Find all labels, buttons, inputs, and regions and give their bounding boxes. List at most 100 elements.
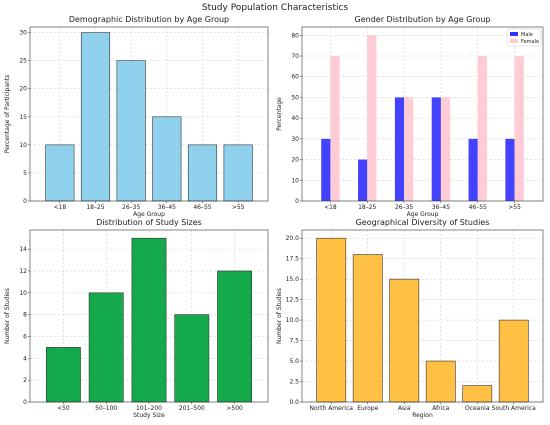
plot-frame [301,229,544,403]
bar-male-3 [431,97,441,201]
x-tick-label: >55 [508,204,521,211]
bar-female-5 [514,56,524,201]
chart-panel-2: 0 10 20 30 40 50 60 70 80 <18 18–25 26–35 36–45 46–55… [276,15,544,218]
y-tick-label: 7.5 [289,338,299,345]
x-tick-label: Europe [357,405,378,412]
y-tick-label: 80 [291,32,299,39]
x-tick-label: 18–25 [86,204,104,211]
bar-4 [462,385,493,403]
y-tick-label: 30 [19,30,27,37]
x-tick-label: 26–35 [395,204,413,211]
y-tick-label: 10 [19,290,27,297]
y-tick-label: 8 [23,312,27,319]
y-tick-label: 14 [19,246,27,253]
y-tick-label: 40 [291,115,299,122]
x-tick-label: Oceania [465,405,490,412]
x-tick-label: 46–55 [193,204,211,211]
x-tick-label: 201–500 [179,405,205,412]
bar-female-2 [404,97,414,201]
bar-male-0 [321,138,331,201]
y-tick-label: 15 [19,114,27,121]
x-tick-label: 26–35 [122,204,140,211]
plot-frame [301,26,544,202]
y-tick-label: 50 [291,94,299,101]
chart-title: Distribution of Study Sizes [96,218,202,227]
y-tick-label: 10 [19,142,27,149]
x-tick-label: <50 [57,405,70,412]
y-tick-label: 0.0 [289,399,299,406]
x-tick-label: >55 [232,204,245,211]
legend-label-male: Male [521,32,533,38]
bar-0 [316,237,347,403]
x-tick-label: 46–55 [469,204,487,211]
chart-panel-1: 0 5 10 15 20 25 30 <18 18–25 26–35 36–45 46–55 >55 De… [4,15,269,218]
y-tick-label: 15.0 [286,276,300,283]
x-tick-label: 18–25 [358,204,376,211]
x-axis-label: Region [412,412,433,419]
y-tick-label: 4 [23,355,27,362]
y-tick-label: 5.0 [289,358,299,365]
x-tick-label: 36–45 [158,204,176,211]
bar-female-3 [440,97,451,201]
y-tick-label: 2.5 [289,379,299,386]
bar-0 [45,347,81,403]
y-tick-label: 10 [291,177,299,184]
bar-male-4 [468,138,478,201]
bar-female-0 [330,56,340,201]
bar-male-2 [394,97,405,201]
plot-frame [29,26,269,202]
legend-swatch-male [510,32,518,36]
y-tick-label: 20 [291,157,299,164]
y-tick-label: 12 [19,268,27,275]
y-tick-label: 2 [23,377,27,384]
y-tick-label: 0 [23,399,27,406]
x-tick-label: <18 [53,204,66,211]
bar-male-1 [358,159,368,201]
bar-female-1 [367,35,377,202]
legend-label-female: Female [521,39,539,45]
y-tick-label: 0 [23,198,27,205]
x-tick-label: 50–100 [95,405,117,412]
y-axis-label: Number of Studies [276,288,283,344]
y-axis-label: Percentage [276,97,283,131]
bar-0 [45,144,75,202]
x-tick-label: South America [492,405,536,412]
x-tick-label: 101–200 [136,405,162,412]
y-tick-label: 17.5 [286,256,300,263]
x-tick-label: Africa [432,405,449,412]
bar-1 [352,254,383,403]
y-tick-label: 10.0 [286,317,300,324]
y-axis-label: Number of Studies [4,288,11,344]
bar-female-4 [477,56,487,201]
y-tick-label: 25 [19,58,27,65]
bar-5 [223,144,253,202]
bar-2 [131,237,167,403]
bar-2 [116,60,146,202]
y-tick-label: 20 [19,86,27,93]
legend-swatch-female [510,39,518,43]
y-tick-label: 60 [291,74,299,81]
bar-4 [187,144,218,202]
bar-5 [498,319,529,403]
chart-title: Geographical Diversity of Studies [356,218,490,227]
chart-panel-4: 0.0 2.5 5.0 7.5 10.0 12.5 15.0 17.5 20.0 North Am… [276,218,544,419]
chart-panel-3: 0 2 4 6 8 10 12 14 <50 50–100 101–200 201–500 >500 Di… [4,218,269,419]
y-tick-label: 20.0 [286,235,300,242]
x-tick-label: North America [310,405,354,412]
bar-4 [217,270,253,403]
bar-male-5 [505,138,515,201]
x-tick-label: 36–45 [432,204,450,211]
x-tick-label: Asia [398,405,411,412]
chart-title: Demographic Distribution by Age Group [69,15,229,24]
y-axis-label: Percentage of Participants [4,75,11,154]
y-tick-label: 30 [291,136,299,143]
x-axis-label: Age Group [407,211,439,218]
y-tick-label: 12.5 [286,297,300,304]
bar-1 [88,292,124,403]
bar-3 [425,360,456,403]
y-tick-label: 6 [23,333,27,340]
bar-1 [80,32,111,202]
y-tick-label: 0 [295,198,299,205]
